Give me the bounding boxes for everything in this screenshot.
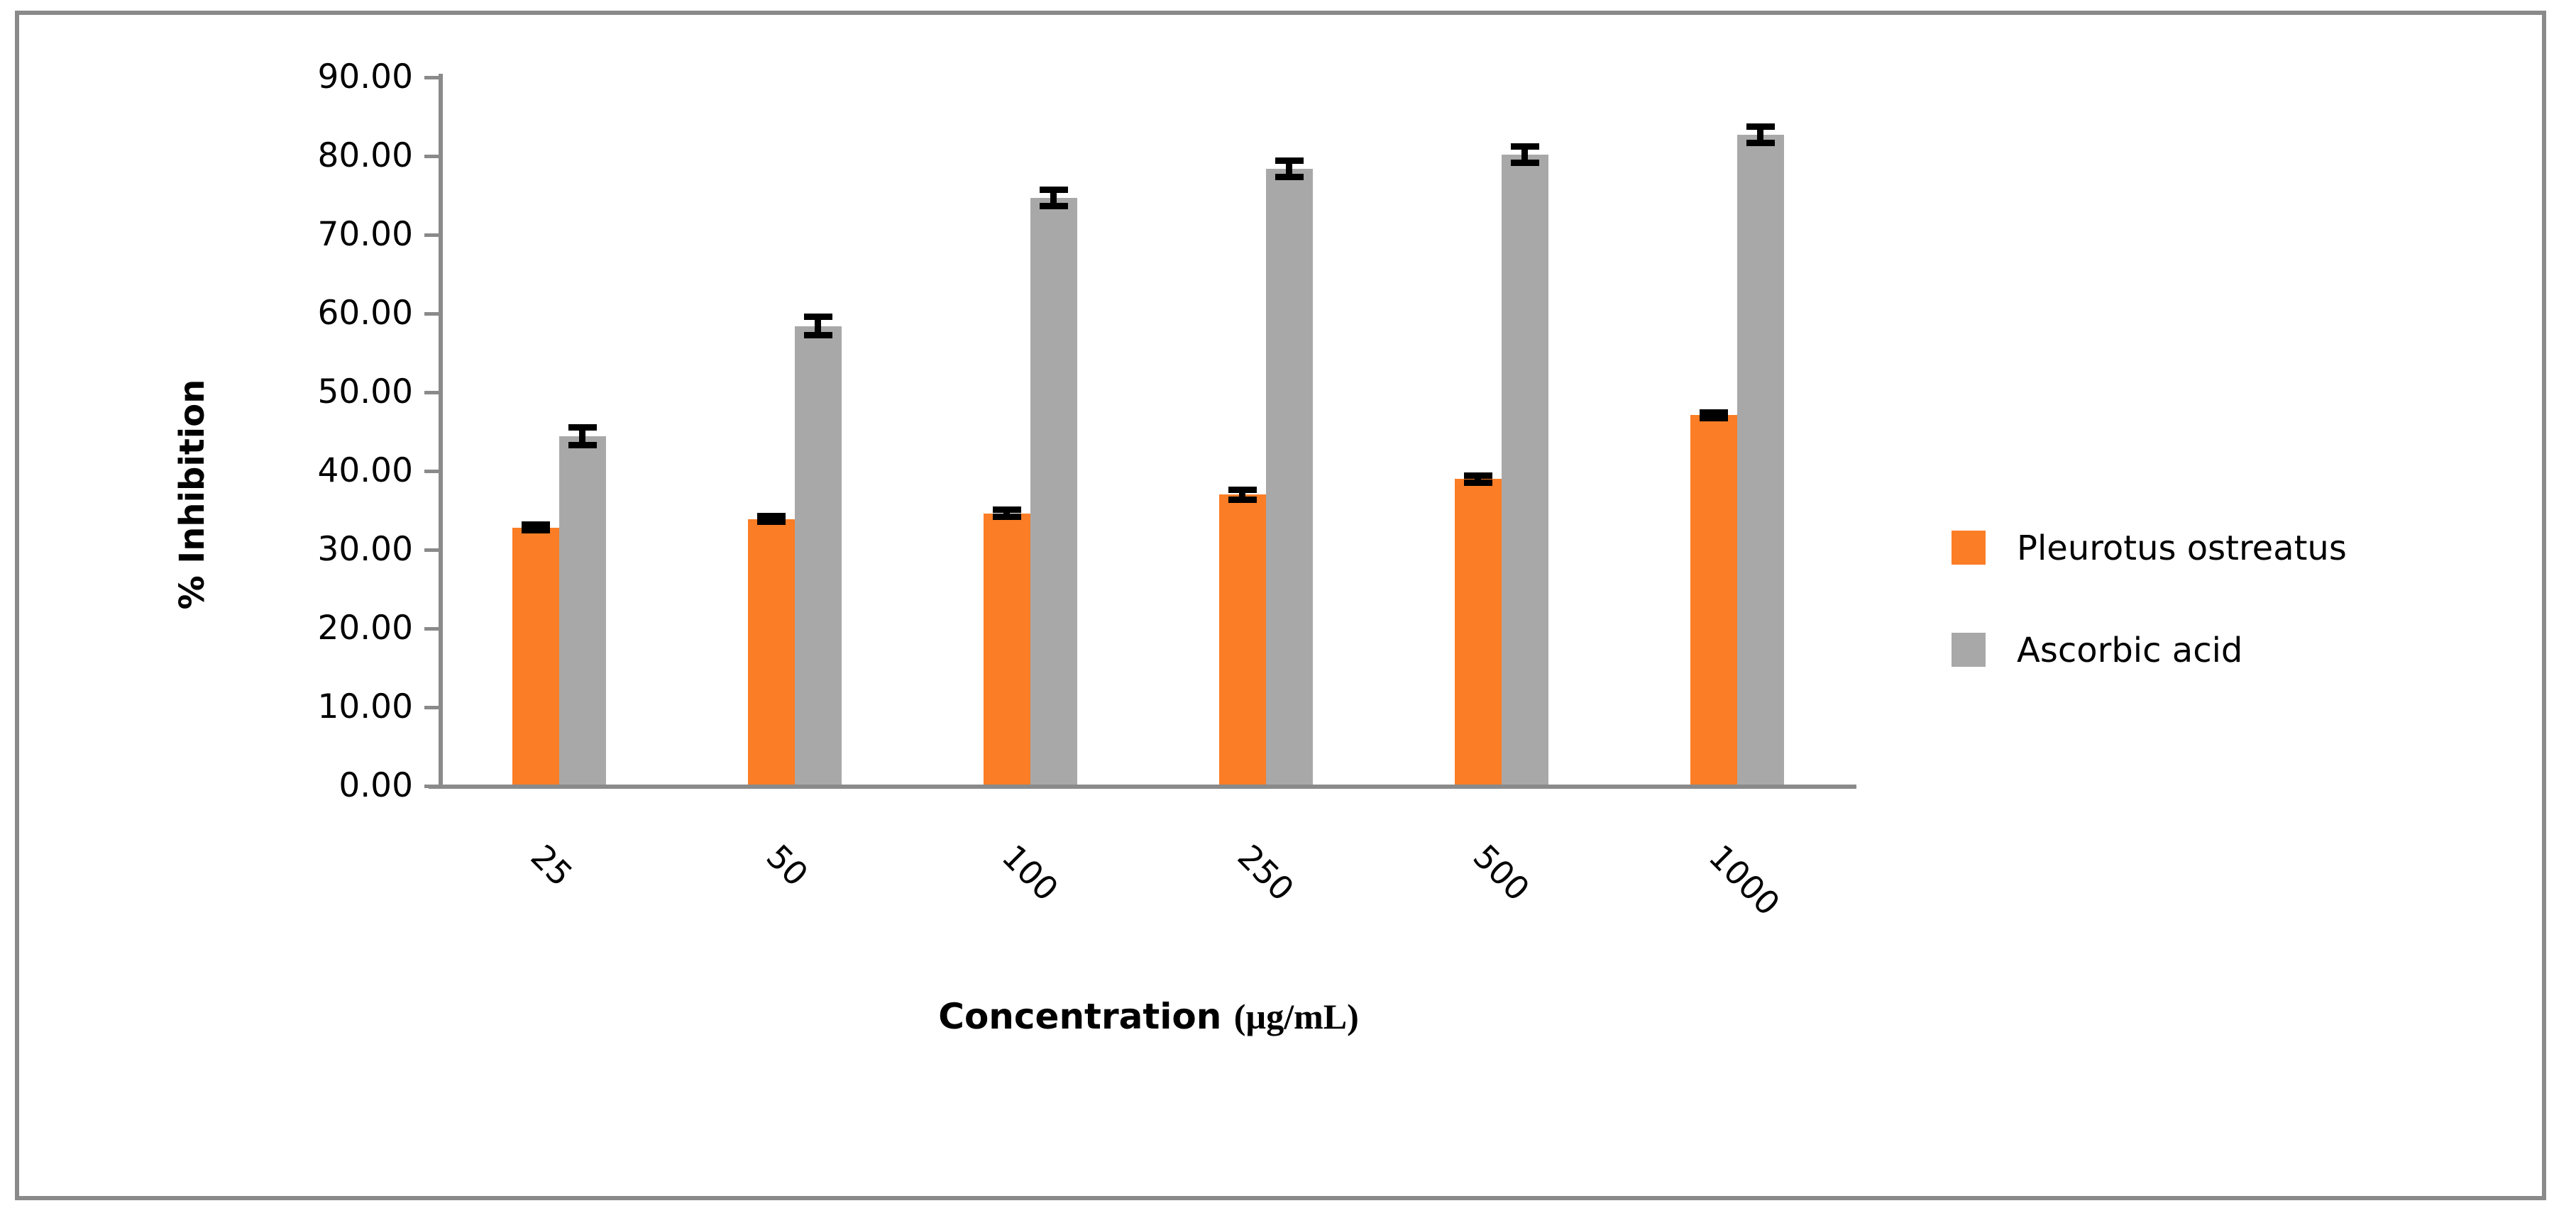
error-bar-cap-bottom: [992, 514, 1021, 521]
y-tick-mark: [424, 155, 440, 158]
error-bar-line: [579, 426, 585, 446]
y-tick-label: 60.00: [317, 294, 413, 333]
error-bar-cap-bottom: [803, 332, 832, 339]
bar-pleurotus-ostreatus-100: [983, 513, 1030, 785]
x-axis-title-unit: (µg/mL): [1233, 997, 1359, 1036]
error-bar-cap-bottom: [1510, 159, 1539, 166]
error-bar-line: [1475, 475, 1481, 483]
error-bar-cap-bottom: [756, 519, 786, 526]
error-bar-cap-top: [521, 521, 550, 528]
x-axis-title: Concentration (µg/mL): [441, 992, 1856, 1041]
bar-ascorbic-acid-50: [794, 326, 842, 785]
error-bar-cap-bottom: [1699, 414, 1728, 421]
error-bar-line: [1239, 489, 1245, 501]
error-bar-cap-top: [1039, 186, 1068, 193]
y-axis-title: % Inhibition: [172, 379, 212, 610]
y-tick-label: 50.00: [317, 372, 413, 411]
bar-ascorbic-acid-250: [1265, 168, 1313, 785]
figure-border: [15, 11, 2546, 1200]
bar-pleurotus-ostreatus-50: [747, 519, 795, 785]
bar-ascorbic-acid-1000: [1736, 135, 1784, 785]
bar-pleurotus-ostreatus-25: [512, 527, 559, 785]
y-tick-mark: [424, 312, 440, 316]
bar-ascorbic-acid-100: [1030, 197, 1077, 785]
error-bar-cap-top: [992, 506, 1021, 514]
error-bar-cap-top: [756, 513, 786, 520]
bar-pleurotus-ostreatus-250: [1218, 494, 1266, 785]
error-bar-line: [815, 316, 821, 336]
error-bar-line: [1003, 509, 1010, 518]
error-bar-cap-top: [1275, 157, 1304, 164]
legend-swatch-pleurotus: [1952, 531, 1986, 565]
error-bar-cap-top: [803, 314, 832, 321]
error-bar-cap-top: [568, 423, 597, 431]
error-bar-line: [1050, 189, 1057, 207]
legend-swatch-ascorbic: [1952, 633, 1986, 667]
error-bar-cap-top: [1510, 143, 1539, 150]
error-bar-cap-bottom: [521, 527, 550, 534]
y-tick-label: 70.00: [317, 215, 413, 254]
error-bar-line: [1286, 160, 1292, 177]
error-bar-cap-top: [1746, 123, 1775, 130]
error-bar-line: [1757, 126, 1763, 144]
error-bar-cap-bottom: [1463, 479, 1492, 486]
y-tick-label: 30.00: [317, 530, 413, 569]
y-tick-label: 10.00: [317, 687, 413, 726]
legend-label-ascorbic: Ascorbic acid: [2017, 631, 2243, 670]
bar-pleurotus-ostreatus-500: [1454, 479, 1502, 785]
y-tick-label: 90.00: [317, 57, 413, 96]
x-axis-title-text: Concentration: [938, 996, 1234, 1037]
error-bar-cap-bottom: [1275, 173, 1304, 180]
bar-ascorbic-acid-500: [1501, 154, 1548, 785]
y-axis-line: [439, 74, 443, 789]
y-tick-mark: [424, 627, 440, 631]
bar-ascorbic-acid-25: [558, 436, 606, 785]
y-tick-label: 80.00: [317, 136, 413, 175]
error-bar-cap-bottom: [568, 442, 597, 449]
error-bar-cap-bottom: [1228, 497, 1257, 504]
error-bar-cap-bottom: [1039, 203, 1068, 210]
y-tick-mark: [424, 391, 440, 394]
y-tick-mark: [424, 470, 440, 473]
y-tick-mark: [424, 233, 440, 237]
error-bar-cap-top: [1228, 486, 1257, 493]
error-bar-cap-top: [1463, 472, 1492, 479]
bar-pleurotus-ostreatus-1000: [1690, 415, 1737, 785]
legend-label-pleurotus: Pleurotus ostreatus: [2017, 528, 2347, 568]
error-bar-line: [1521, 145, 1528, 163]
y-tick-mark: [424, 785, 440, 788]
error-bar-cap-bottom: [1746, 140, 1775, 147]
y-tick-label: 20.00: [317, 609, 413, 648]
error-bar-cap-top: [1699, 409, 1728, 416]
y-tick-mark: [424, 548, 440, 552]
y-tick-mark: [424, 706, 440, 709]
x-axis-line: [429, 785, 1856, 789]
y-tick-mark: [424, 76, 440, 79]
y-tick-label: 0.00: [338, 766, 413, 805]
y-tick-label: 40.00: [317, 451, 413, 490]
